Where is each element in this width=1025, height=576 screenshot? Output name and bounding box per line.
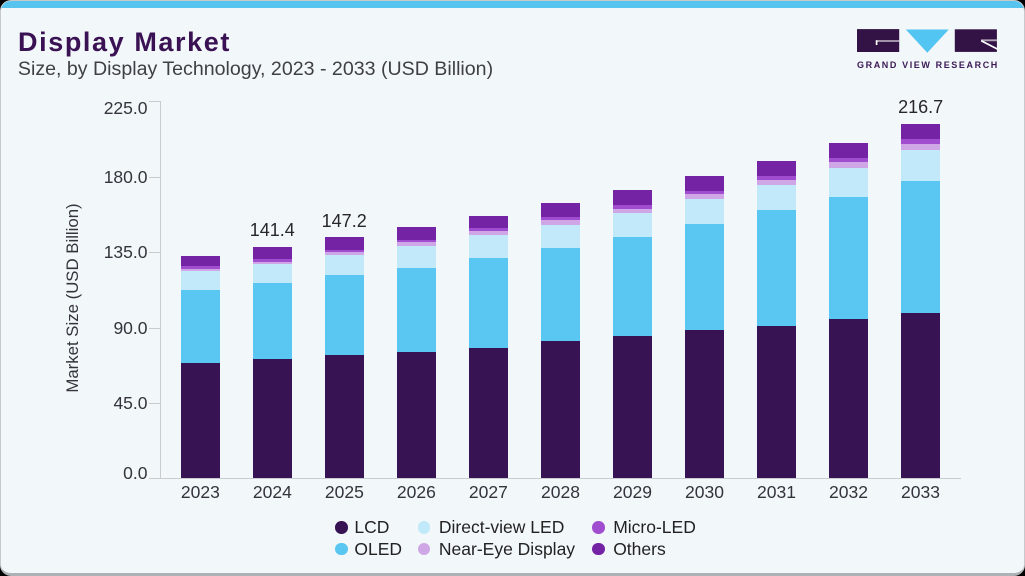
svg-text:GRAND VIEW RESEARCH: GRAND VIEW RESEARCH bbox=[857, 60, 999, 70]
